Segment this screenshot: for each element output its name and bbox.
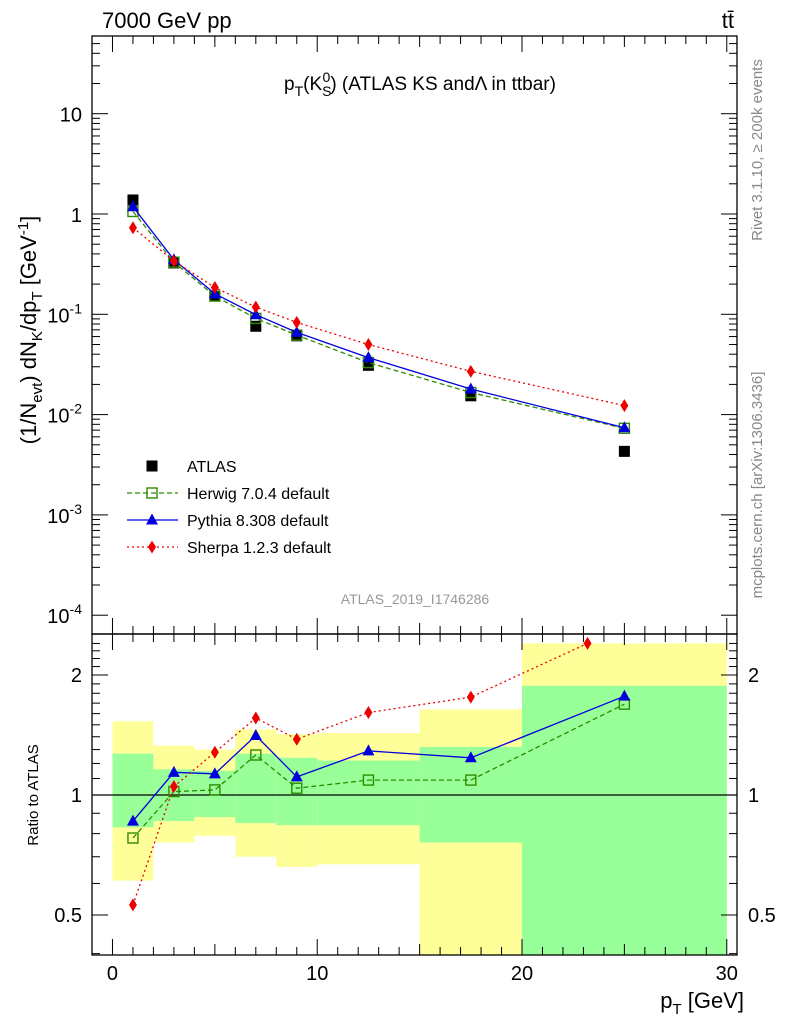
legend-pythia-label: Pythia 8.308 default [187, 513, 329, 530]
ratio-herwig-point [127, 832, 139, 844]
main-herwig-line [132, 211, 625, 429]
main-ylabel: (1/Nevt) dNK/dpT [GeV-1] [15, 216, 46, 445]
ratio-sherpa-point [466, 690, 475, 704]
main-sherpa-point [210, 281, 219, 295]
x-tick-label: 10 [306, 963, 328, 985]
ratio-y-tick-label-right: 2 [748, 665, 759, 687]
main-panel: 10-4 10-3 10-2 10-1 1 10 pT(KS0) (ATLAS KS an… [15, 35, 738, 635]
ratio-sherpa-point [251, 711, 260, 725]
ratio-frame [91, 633, 738, 956]
main-atlas-point [250, 320, 262, 332]
main-atlas-point [618, 445, 630, 457]
ratio-y-tick-label-left: 2 [71, 665, 82, 687]
ratio-bands-layer [112, 643, 727, 955]
ratio-sherpa-point [210, 745, 219, 759]
main-atlas-point [127, 194, 139, 206]
main-atlas-point [465, 390, 477, 402]
main-y-tick-label: 10 [60, 105, 82, 127]
ratio-pythia-line [132, 695, 625, 822]
ratio-series-layer [126, 636, 631, 912]
main-sherpa-point [169, 254, 178, 268]
legend-atlas-label: ATLAS [187, 459, 237, 476]
legend-sherpa-marker [148, 540, 156, 554]
ratio-stat-uncertainty-band [276, 757, 318, 826]
ratio-sherpa-point [169, 780, 178, 794]
legend-herwig-marker [146, 487, 158, 499]
main-title: pT(KS0) (ATLAS KS andΛ in ttbar) [284, 69, 556, 99]
x-axis-label: pT [GeV] [660, 988, 744, 1018]
ratio-ticks-layer: 0.5 0.51 12 20 10 20 30 [54, 634, 776, 985]
ratio-pythia-point [249, 729, 262, 741]
main-ticks-layer: 10-4 10-3 10-2 10-1 1 10 [47, 36, 737, 634]
main-pythia-point [362, 351, 375, 363]
ratio-herwig-point [250, 749, 262, 761]
ratio-herwig-point [291, 782, 303, 794]
ratio-pythia-point [208, 767, 221, 779]
ratio-sherpa-point [583, 636, 592, 650]
main-sherpa-point [292, 315, 301, 329]
main-sherpa-point [251, 300, 260, 314]
main-y-tick-label: 10-4 [47, 601, 82, 628]
main-pythia-point [464, 382, 477, 394]
main-series-layer [126, 194, 631, 457]
ratio-herwig-point [362, 774, 375, 786]
main-y-tick-label: 1 [71, 205, 82, 227]
ratio-pythia-point [618, 689, 631, 701]
ratio-y-tick-label-left: 1 [71, 785, 82, 807]
energy-label: 7000 GeV pp [102, 8, 232, 33]
main-sherpa-point [466, 364, 475, 378]
main-pythia-point [290, 325, 303, 337]
ratio-pythia-point [464, 751, 477, 763]
main-atlas-point [362, 359, 374, 371]
main-sherpa-point [620, 399, 629, 413]
process-label: tt̄ [722, 8, 734, 33]
ratio-pythia-point [362, 744, 375, 756]
ratio-sherpa-line [132, 642, 588, 906]
legend-atlas-marker [146, 460, 158, 472]
main-pythia-line [132, 206, 625, 429]
analysis-id: ATLAS_2019_I1746286 [341, 591, 490, 607]
ratio-ylabel: Ratio to ATLAS [25, 744, 42, 845]
x-tick-label: 0 [107, 963, 118, 985]
legend-sherpa-label: Sherpa 1.2.3 default [187, 540, 332, 557]
main-pythia-point [249, 308, 262, 320]
mcplots-label: mcplots.cern.ch [arXiv:1306.3436] [749, 372, 766, 599]
x-tick-label: 30 [716, 963, 738, 985]
ratio-pythia-point [126, 814, 139, 826]
main-sherpa-line [132, 227, 625, 407]
ratio-panel: 0.5 0.51 12 20 10 20 30 Ratio to ATLAS pT [GeV… [25, 633, 776, 1018]
rivet-label: Rivet 3.1.10, ≥ 200k events [749, 59, 766, 241]
ratio-herwig-point [209, 784, 221, 796]
ratio-stat-uncertainty-band [522, 685, 727, 955]
main-sherpa-point [128, 221, 137, 235]
ratio-stat-uncertainty-band [317, 760, 420, 826]
ratio-herwig-line [132, 703, 625, 839]
main-pythia-point [126, 200, 139, 212]
ratio-sherpa-point [128, 898, 137, 912]
legend-herwig-label: Herwig 7.0.4 default [187, 486, 330, 503]
ratio-y-tick-label-right: 0.5 [748, 905, 776, 927]
ratio-pythia-point [167, 765, 180, 777]
legend-pythia-marker [146, 513, 158, 525]
ratio-stat-uncertainty-band [235, 753, 277, 824]
ratio-sherpa-point [292, 732, 301, 746]
main-y-tick-label: 10-3 [47, 501, 82, 528]
ratio-y-tick-label-left: 0.5 [54, 905, 82, 927]
ratio-y-tick-label-right: 1 [748, 785, 759, 807]
main-pythia-point [618, 421, 631, 433]
main-y-tick-label: 10-1 [47, 300, 82, 327]
legend: ATLAS Herwig 7.0.4 default Pythia 8.308 de… [127, 459, 332, 557]
ratio-pythia-point [290, 770, 303, 782]
ratio-herwig-point [465, 774, 477, 786]
ratio-sherpa-point [364, 706, 373, 720]
main-sherpa-point [364, 337, 373, 351]
main-y-tick-label: 10-2 [47, 401, 82, 428]
x-tick-label: 20 [511, 963, 533, 985]
